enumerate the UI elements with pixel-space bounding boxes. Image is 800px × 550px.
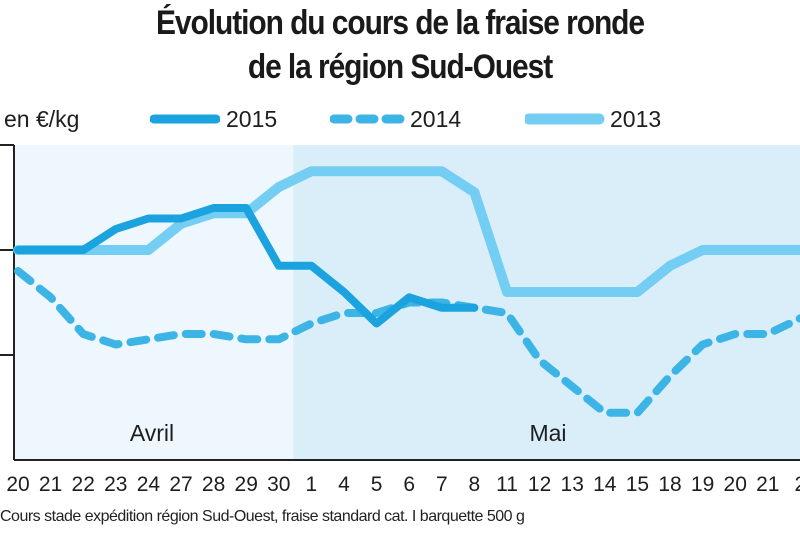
x-tick-label: 20 (724, 473, 747, 496)
legend-swatch-2015 (150, 114, 220, 124)
x-tick-label: 7 (436, 473, 448, 496)
x-tick-label: 23 (104, 473, 127, 496)
x-tick-label: 21 (756, 473, 779, 496)
x-tick-label: 5 (371, 473, 383, 496)
legend-label-2015: 2015 (226, 106, 278, 132)
plot-band-mai (293, 145, 800, 460)
chart-caption: Cours stade expédition région Sud-Ouest,… (0, 508, 525, 525)
x-tick-label: 19 (691, 473, 714, 496)
plot-band-avril (14, 145, 294, 460)
x-tick-label: 8 (469, 473, 481, 496)
x-tick-label: 6 (403, 473, 415, 496)
x-tick-label: 20 (6, 473, 29, 496)
x-tick-label: 22 (72, 473, 95, 496)
x-tick-label: 4 (338, 473, 350, 496)
x-tick-label: 2 (795, 473, 800, 496)
legend-swatch-2013 (525, 113, 605, 125)
series-line-2014 (14, 267, 800, 417)
chart-title-line1: Évolution du cours de la fraise ronde (156, 4, 645, 42)
legend-label-2013: 2013 (610, 106, 662, 132)
series-line-2013 (13, 166, 800, 297)
x-tick-label: 15 (626, 473, 649, 496)
series-line-2015 (14, 204, 479, 328)
x-tick-label: 12 (528, 473, 551, 496)
y-unit-label: en €/kg (4, 106, 80, 132)
x-tick-label: 14 (593, 473, 617, 496)
month-label-avril: Avril (130, 420, 174, 446)
x-tick-label: 28 (202, 473, 225, 496)
chart-title-line2: de la région Sud-Ouest (247, 48, 553, 86)
month-label-mai: Mai (529, 420, 566, 446)
x-tick-label: 27 (169, 473, 192, 496)
x-tick-label: 1 (306, 473, 318, 496)
x-tick-label: 29 (235, 473, 258, 496)
x-tick-label: 21 (39, 473, 62, 496)
legend-swatch-2014 (330, 114, 405, 124)
x-tick-label: 18 (658, 473, 681, 496)
x-tick-label: 11 (496, 473, 518, 496)
x-tick-label: 13 (561, 473, 584, 496)
x-tick-label: 30 (267, 473, 290, 496)
legend-label-2014: 2014 (410, 106, 462, 132)
x-tick-label: 24 (137, 473, 161, 496)
